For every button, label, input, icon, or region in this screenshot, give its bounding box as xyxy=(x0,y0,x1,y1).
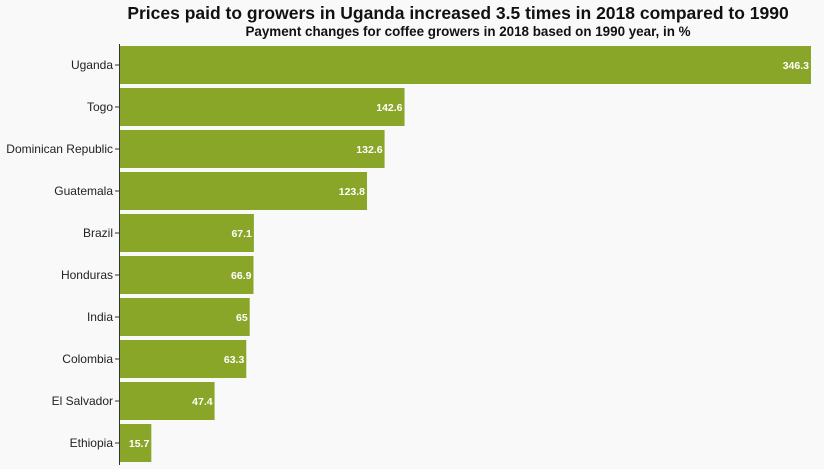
bar xyxy=(120,256,254,294)
category-label: Brazil xyxy=(83,226,113,240)
value-label: 47.4 xyxy=(192,396,213,408)
category-label: Uganda xyxy=(71,58,113,72)
category-label: El Salvador xyxy=(52,394,113,408)
category-label: Dominican Republic xyxy=(6,142,113,156)
category-label: India xyxy=(87,310,113,324)
bar xyxy=(120,340,247,378)
value-label: 346.3 xyxy=(783,60,809,72)
chart-subtitle: Payment changes for coffee growers in 20… xyxy=(245,24,691,39)
bar xyxy=(120,130,385,168)
bar xyxy=(120,298,250,336)
category-label: Colombia xyxy=(62,352,113,366)
bar xyxy=(120,88,405,126)
category-label: Ethiopia xyxy=(70,436,114,450)
value-label: 67.1 xyxy=(231,228,252,240)
category-labels: Uganda Togo Dominican Republic Guatemala Bra… xyxy=(6,58,113,450)
category-label: Guatemala xyxy=(54,184,113,198)
value-label: 63.3 xyxy=(224,354,245,366)
bar xyxy=(120,382,215,420)
bars-layer xyxy=(120,46,811,462)
value-label: 142.6 xyxy=(376,102,402,114)
value-label: 65 xyxy=(236,312,248,324)
chart-title: Prices paid to growers in Uganda increas… xyxy=(127,3,789,23)
value-label: 132.6 xyxy=(356,144,382,156)
y-axis-ticks xyxy=(115,64,120,444)
bar xyxy=(120,214,254,252)
value-label: 123.8 xyxy=(339,186,365,198)
category-label: Honduras xyxy=(61,268,113,282)
category-label: Togo xyxy=(87,100,113,114)
bar xyxy=(120,172,368,210)
value-labels: 346.3 142.6 132.6 123.8 67.1 66.9 65 63.3 47.4 15… xyxy=(129,60,809,450)
bar xyxy=(120,46,811,84)
value-label: 66.9 xyxy=(231,270,252,282)
bar xyxy=(120,424,152,462)
value-label: 15.7 xyxy=(129,438,150,450)
